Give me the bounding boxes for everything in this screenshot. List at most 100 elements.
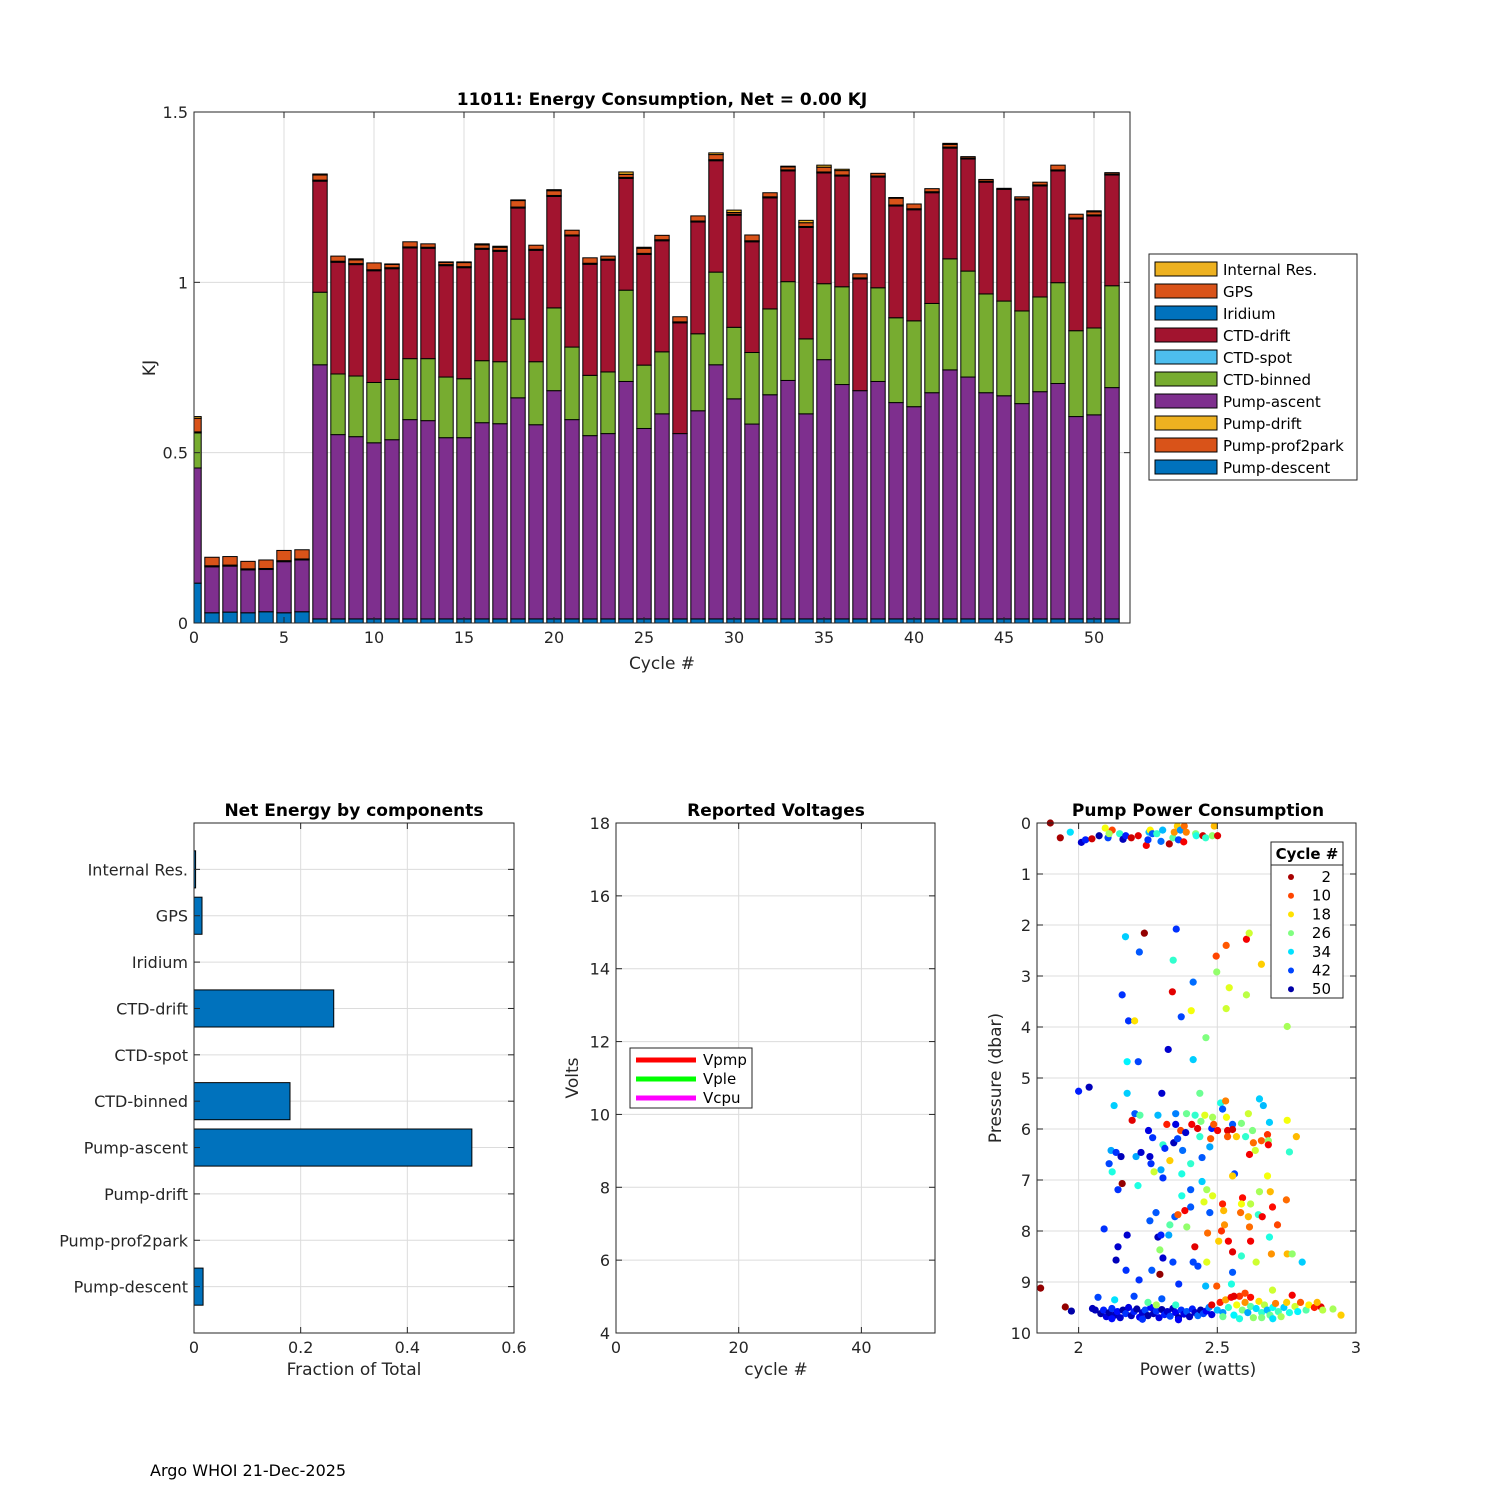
energy-bar-segment-ctd-drift: [1050, 170, 1066, 284]
pump-power-point: [1248, 1126, 1257, 1135]
energy-bar-segment-ctd-drift: [618, 177, 634, 291]
pump-power-point: [1112, 1256, 1120, 1264]
energy-bar-segment-pump-descent: [618, 618, 634, 623]
pump-power-point: [1202, 834, 1210, 842]
energy-bar-segment-gps: [744, 234, 760, 242]
pump-power-point: [1246, 1293, 1255, 1301]
legend-label: 34: [1312, 943, 1331, 961]
energy-bar-segment-pump-descent: [924, 618, 940, 623]
pump-power-point: [1121, 933, 1130, 941]
pump-power-point: [1235, 1315, 1244, 1323]
energy-bar-segment-gps: [960, 156, 976, 159]
energy-bar-segment-internal-res-: [618, 171, 634, 175]
energy-bar-segment-pump-ascent: [1050, 383, 1066, 620]
pump-power-y-tick-label: 9: [1021, 1273, 1031, 1292]
energy-bar-segment-ctd-binned: [870, 287, 886, 382]
energy-bar-segment-gps: [582, 257, 598, 264]
pump-power-point: [1228, 1248, 1237, 1256]
energy-bar-segment-gps: [816, 166, 832, 173]
pump-power-point: [1066, 828, 1074, 836]
pump-power-point: [1255, 1188, 1264, 1196]
energy-bar-segment-pump-ascent: [222, 565, 238, 613]
energy-bar-segment-gps: [474, 244, 490, 249]
energy-bar-segment-ctd-drift: [510, 207, 526, 320]
energy-bar-segment-pump-ascent: [942, 369, 958, 620]
energy-bar-segment-ctd-drift: [1104, 174, 1120, 287]
energy-bar-segment-pump-descent: [240, 612, 256, 623]
legend-label: 2: [1321, 868, 1331, 886]
energy-bar-segment-ctd-binned: [366, 381, 382, 444]
pump-power-point: [1215, 1237, 1223, 1245]
energy-bar-segment-ctd-drift: [798, 226, 814, 340]
pump-power-point: [1142, 841, 1150, 850]
pump-power-point: [1100, 1225, 1108, 1233]
pump-power-point: [1192, 832, 1200, 840]
voltages-y-tick-label: 18: [590, 814, 610, 833]
pump-power-point: [1230, 1311, 1238, 1319]
energy-x-tick-label: 15: [454, 628, 474, 647]
pump-power-point: [1158, 1295, 1166, 1303]
energy-y-tick-label: 1: [178, 273, 188, 292]
pump-power-point: [1150, 1168, 1158, 1176]
energy-bar-segment-pump-ascent: [798, 413, 814, 620]
pump-power-point: [1329, 1305, 1337, 1313]
energy-bar-segment-pump-descent: [312, 618, 328, 623]
pump-power-point: [1187, 1160, 1195, 1168]
energy-bar-segment-gps: [852, 273, 868, 279]
energy-bar-segment-ctd-binned: [834, 286, 850, 386]
pump-power-point: [1114, 1243, 1122, 1251]
pump-power-point: [1127, 834, 1135, 842]
energy-x-tick-label: 45: [994, 628, 1014, 647]
energy-bar-segment-ctd-binned: [420, 358, 436, 422]
pump-power-point: [1285, 1148, 1294, 1156]
energy-bar-segment-ctd-binned: [978, 293, 994, 394]
pump-power-point: [1296, 1298, 1305, 1306]
pump-power-point: [1198, 1177, 1206, 1186]
pump-power-point: [1117, 1152, 1125, 1161]
energy-x-tick-label: 20: [544, 628, 564, 647]
energy-bar-segment-gps: [204, 556, 220, 567]
pump-power-point: [1228, 1268, 1237, 1276]
net-energy-bar: [193, 1082, 291, 1121]
pump-power-point: [1147, 1160, 1155, 1168]
legend-label: 26: [1312, 924, 1331, 942]
pump-power-point: [1232, 1133, 1241, 1141]
legend-label: Internal Res.: [1223, 261, 1317, 279]
pump-power-point: [1156, 1270, 1164, 1278]
voltages-x-tick-label: 40: [851, 1338, 871, 1357]
pump-power-point: [1113, 1307, 1122, 1316]
energy-bar-segment-gps: [672, 316, 688, 323]
energy-bar-segment-ctd-binned: [1014, 310, 1030, 405]
energy-bar-segment-pump-descent: [654, 618, 670, 623]
pump-power-point: [1172, 925, 1180, 933]
footer-credit: Argo WHOI 21-Dec-2025: [150, 1461, 347, 1480]
pump-power-point: [1244, 1213, 1252, 1221]
energy-bar-segment-pump-ascent: [1086, 414, 1102, 620]
energy-bar-segment-pump-descent: [348, 618, 364, 623]
pump-power-point: [1189, 978, 1197, 986]
energy-bar-segment-ctd-drift: [744, 241, 760, 354]
pump-power-y-axis-label: Pressure (dbar): [986, 1013, 1006, 1143]
pump-power-point: [1182, 1110, 1191, 1118]
energy-bar-segment-internal-res-: [492, 245, 508, 248]
pump-power-point: [1242, 991, 1251, 999]
pump-power-point: [1265, 1233, 1274, 1241]
pump-power-point: [1105, 830, 1113, 838]
pump-power-point: [1130, 1292, 1138, 1300]
energy-bar-segment-pump-descent: [294, 611, 310, 623]
energy-bars: [194, 142, 1120, 623]
pump-power-point: [1131, 1017, 1139, 1025]
pump-power-point: [1246, 1237, 1255, 1245]
pump-power-point: [1179, 1146, 1187, 1155]
pump-power-point: [1116, 830, 1124, 838]
energy-bar-segment-pump-descent: [258, 611, 274, 623]
energy-bar-segment-pump-ascent: [294, 559, 310, 613]
pump-power-point: [1165, 1231, 1173, 1239]
pump-power-point: [1108, 1315, 1116, 1323]
pump-power-point: [1144, 1298, 1152, 1306]
legend-swatch: [1154, 305, 1218, 321]
energy-bar-segment-pump-descent: [834, 618, 850, 623]
energy-legend: Internal Res. GPS Iridium CTD-drift CTD-spot…: [1148, 253, 1358, 481]
energy-bar-segment-gps: [276, 549, 292, 562]
